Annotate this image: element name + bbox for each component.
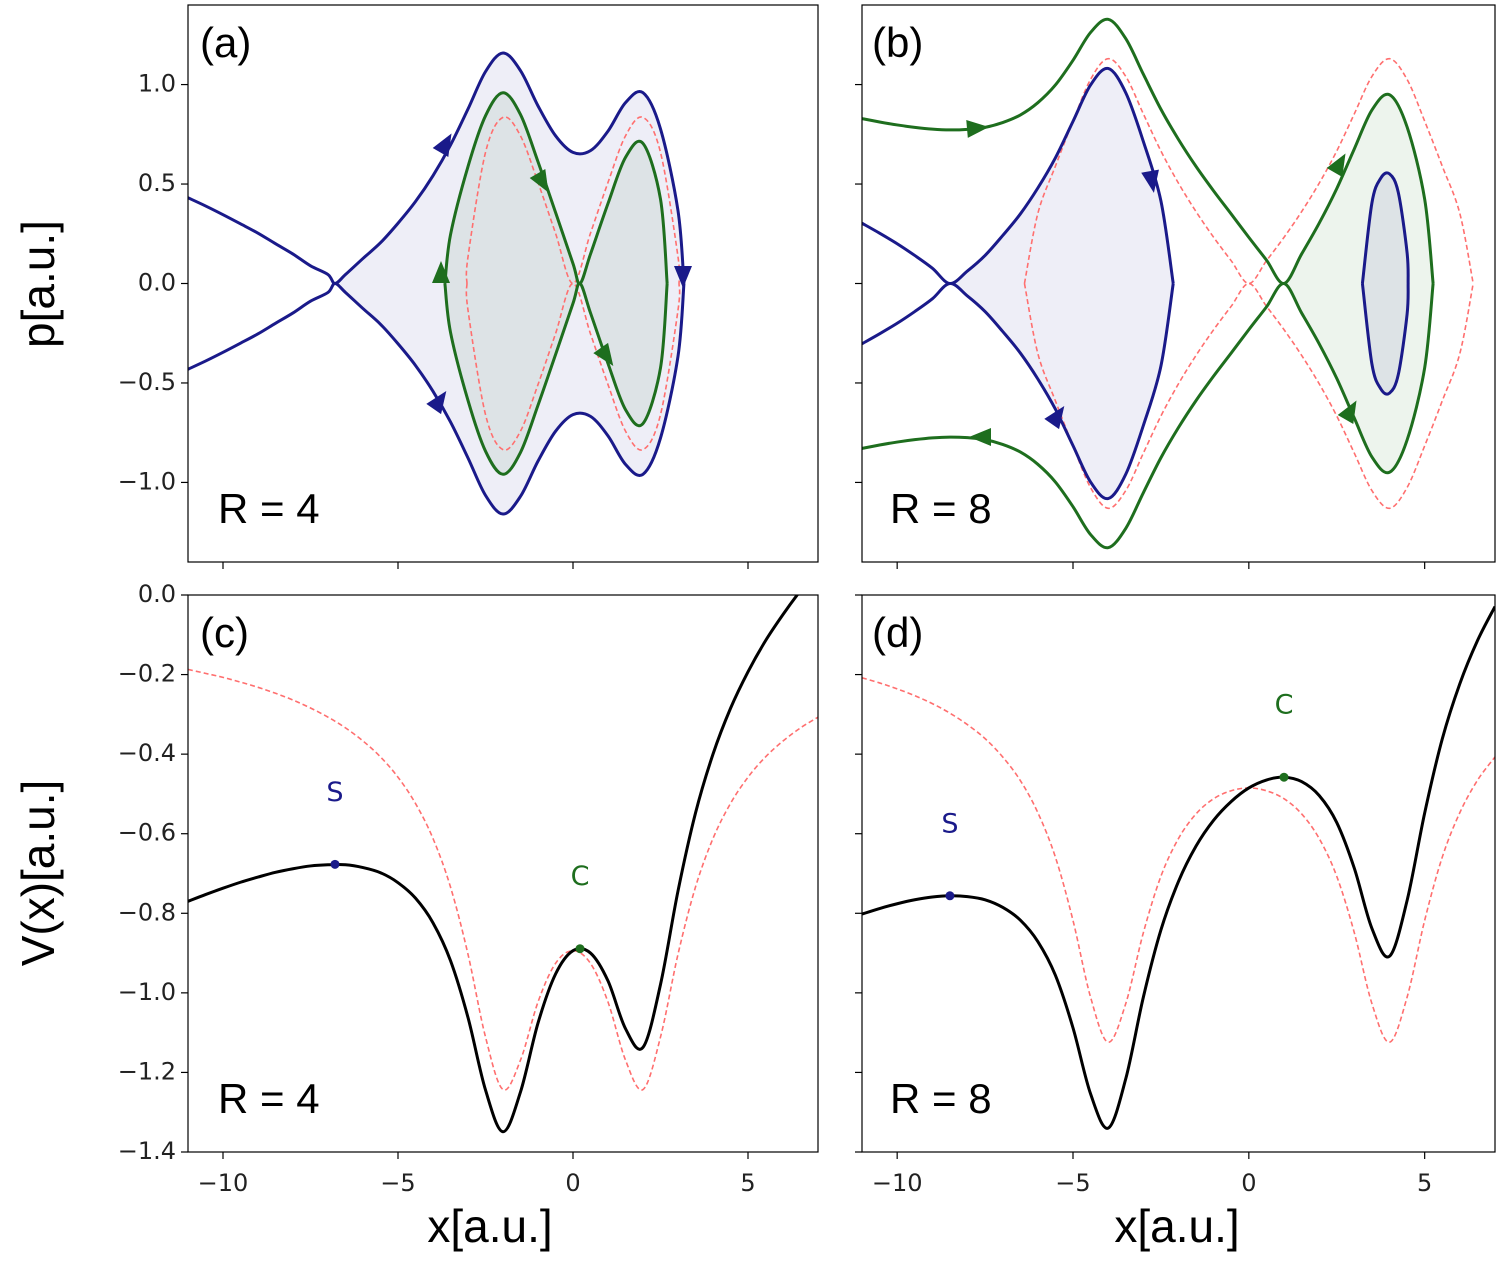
curve <box>862 282 1175 501</box>
panel: −1.0 −0.5 0.0 0.5 1.0 <box>118 4 819 569</box>
y-tick-label: −1.2 <box>118 1057 176 1085</box>
panel-label: (c) <box>200 609 249 656</box>
point-label: S <box>326 777 343 808</box>
direction-arrow <box>1337 400 1357 425</box>
arrows <box>426 119 1357 446</box>
curves <box>188 51 686 516</box>
curve <box>862 605 1495 1130</box>
direction-arrow <box>969 428 991 446</box>
plots: −1.0 −0.5 0.0 0.5 1.0 S C −10 −5 0 5 0.0 −0.2 −0.4 −0.… <box>118 4 1496 1197</box>
curve <box>188 51 686 286</box>
critical-point <box>330 859 340 869</box>
region-fills <box>949 68 1434 499</box>
annotation: R = 8 <box>890 1075 992 1122</box>
curve <box>465 116 681 285</box>
direction-arrow <box>674 266 692 288</box>
panel: S C −10 −5 0 5 <box>855 594 1496 1197</box>
region-fill <box>1284 94 1434 473</box>
curve <box>862 66 1175 285</box>
panel-label: (b) <box>872 19 923 66</box>
curves <box>862 605 1495 1130</box>
annotation: R = 4 <box>218 485 320 532</box>
x-tick-label: −10 <box>198 1169 249 1197</box>
panel: S C −10 −5 0 5 0.0 −0.2 −0.4 −0.6 −0.8 −1.0 −1.2 −1.4 <box>118 580 819 1197</box>
annotation: R = 8 <box>890 485 992 532</box>
region-fill <box>444 92 668 475</box>
y-tick-label: −0.4 <box>118 739 176 767</box>
curve <box>1023 57 1474 285</box>
direction-arrow <box>1141 169 1159 193</box>
point-label: C <box>571 861 590 892</box>
curve <box>188 595 800 1134</box>
critical-point <box>945 891 955 901</box>
y-tick-label: −1.4 <box>118 1137 176 1165</box>
y-tick-label: 0.0 <box>138 269 176 297</box>
curve <box>443 91 669 286</box>
point-label: C <box>1275 690 1294 721</box>
y-tick-label: −0.5 <box>118 368 176 396</box>
x-tick-label: −5 <box>1055 1169 1090 1197</box>
direction-arrow <box>432 261 450 283</box>
critical-point <box>575 944 585 954</box>
curve <box>1360 171 1410 284</box>
curve <box>465 282 681 451</box>
curve <box>443 281 669 476</box>
curve <box>862 676 1495 1043</box>
axes-frame <box>861 594 1496 1153</box>
y-tick-label: 1.0 <box>138 70 176 98</box>
region-fill <box>949 68 1174 499</box>
y-tick-label: −1.0 <box>118 978 176 1006</box>
panel <box>855 4 1496 569</box>
direction-arrow <box>593 342 614 367</box>
y-tick-label: −0.2 <box>118 660 176 688</box>
annotation: R = 4 <box>218 1075 320 1122</box>
y-tick-label: 0.5 <box>138 169 176 197</box>
x-tick-label: 0 <box>565 1169 580 1197</box>
curve <box>188 668 818 1091</box>
y-tick-label: −0.6 <box>118 819 176 847</box>
plot-area <box>188 595 818 1134</box>
y-tick-label: −0.8 <box>118 898 176 926</box>
y-axis-label: V(x)[a.u.] <box>12 780 64 967</box>
plot-area <box>188 51 686 516</box>
critical-point <box>1279 772 1289 782</box>
panel-label: (a) <box>200 19 251 66</box>
plot-area <box>862 605 1495 1130</box>
direction-arrow <box>529 168 549 193</box>
x-tick-label: −10 <box>872 1169 923 1197</box>
x-tick-label: −5 <box>380 1169 415 1197</box>
x-axis-label: x[a.u.] <box>427 1200 552 1252</box>
axes-frame <box>187 594 819 1153</box>
curve <box>188 281 686 516</box>
region-fills <box>335 52 684 515</box>
panel-label: (d) <box>872 609 923 656</box>
curves <box>188 595 818 1134</box>
point-label: S <box>941 808 958 839</box>
direction-arrow <box>426 390 447 415</box>
y-tick-label: −1.0 <box>118 467 176 495</box>
region-fill <box>335 52 684 515</box>
curve <box>1023 282 1474 510</box>
y-axis-label: p[a.u.] <box>12 220 64 348</box>
x-tick-label: 0 <box>1241 1169 1256 1197</box>
x-tick-label: 5 <box>1417 1169 1432 1197</box>
plot-area <box>862 17 1474 550</box>
direction-arrow <box>1326 153 1346 178</box>
direction-arrow <box>1044 405 1065 430</box>
direction-arrow <box>432 133 452 158</box>
y-tick-label: 0.0 <box>138 580 176 608</box>
curve <box>1360 283 1410 396</box>
x-tick-label: 5 <box>740 1169 755 1197</box>
direction-arrow <box>966 119 989 138</box>
x-axis-label: x[a.u.] <box>1114 1200 1239 1252</box>
region-fill <box>1362 172 1409 395</box>
curve <box>862 17 1435 285</box>
